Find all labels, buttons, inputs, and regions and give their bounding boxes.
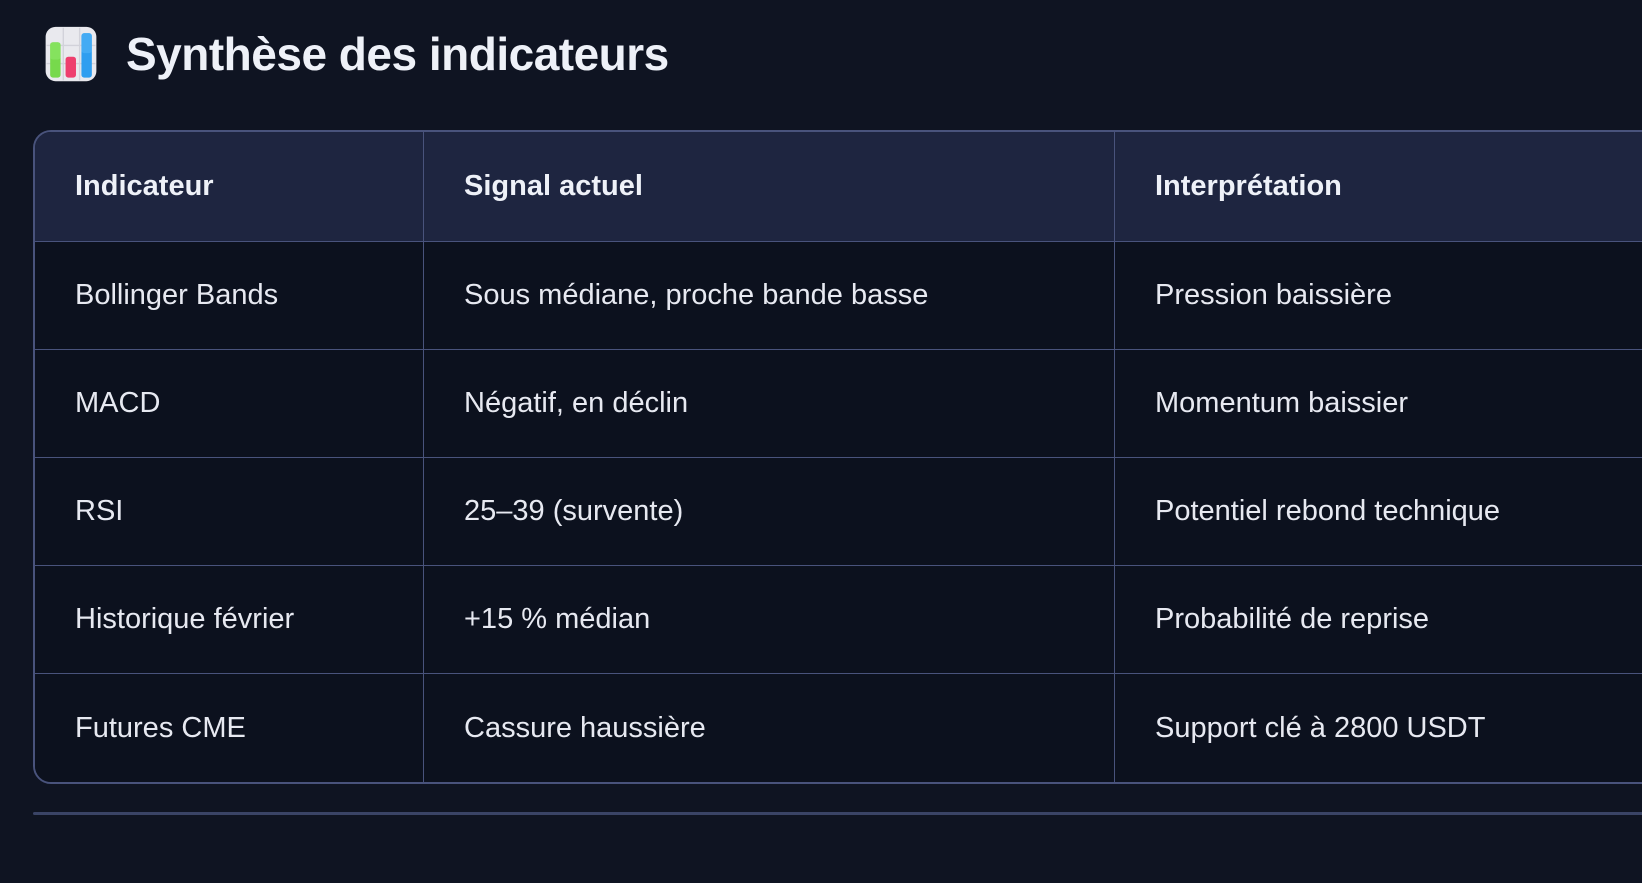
column-header-indicateur: Indicateur bbox=[35, 132, 424, 242]
section-title: Synthèse des indicateurs bbox=[42, 22, 669, 86]
section-divider bbox=[33, 812, 1642, 815]
cell-indicateur: Historique février bbox=[35, 566, 424, 674]
cell-indicateur: Bollinger Bands bbox=[35, 242, 424, 350]
cell-interpretation: Pression baissière bbox=[1115, 242, 1642, 350]
cell-interpretation: Potentiel rebond technique bbox=[1115, 458, 1642, 566]
bar-chart-icon bbox=[45, 26, 97, 82]
cell-interpretation: Probabilité de reprise bbox=[1115, 566, 1642, 674]
cell-interpretation: Momentum baissier bbox=[1115, 350, 1642, 458]
cell-indicateur: RSI bbox=[35, 458, 424, 566]
indicators-table: Indicateur Signal actuel Interprétation … bbox=[33, 130, 1642, 784]
cell-indicateur: MACD bbox=[35, 350, 424, 458]
cell-signal: Cassure haussière bbox=[424, 674, 1115, 782]
cell-interpretation: Support clé à 2800 USDT bbox=[1115, 674, 1642, 782]
page-title: Synthèse des indicateurs bbox=[126, 28, 669, 80]
cell-signal: +15 % médian bbox=[424, 566, 1115, 674]
cell-signal: 25–39 (survente) bbox=[424, 458, 1115, 566]
column-header-interpretation: Interprétation bbox=[1115, 132, 1642, 242]
cell-signal: Négatif, en déclin bbox=[424, 350, 1115, 458]
cell-indicateur: Futures CME bbox=[35, 674, 424, 782]
cell-signal: Sous médiane, proche bande basse bbox=[424, 242, 1115, 350]
column-header-signal-actuel: Signal actuel bbox=[424, 132, 1115, 242]
